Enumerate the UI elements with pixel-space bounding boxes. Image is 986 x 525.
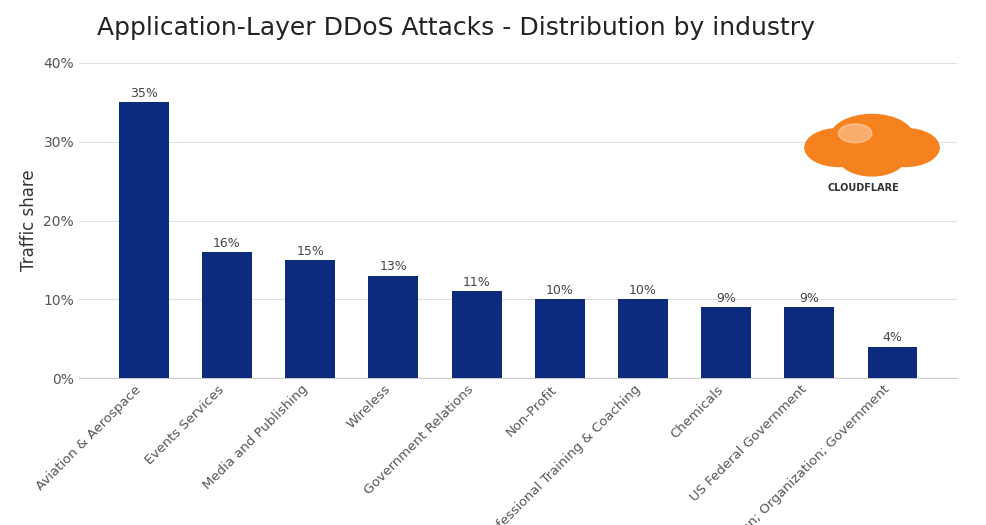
Text: CLOUDFLARE: CLOUDFLARE: [827, 183, 898, 193]
Text: Application-Layer DDoS Attacks - Distribution by industry: Application-Layer DDoS Attacks - Distrib…: [97, 16, 813, 40]
Bar: [285, 260, 335, 378]
Bar: [700, 307, 750, 378]
Text: 35%: 35%: [130, 87, 158, 100]
Bar: [368, 276, 418, 378]
Text: 9%: 9%: [799, 292, 818, 304]
Bar: [784, 307, 833, 378]
Bar: [534, 299, 584, 378]
Circle shape: [838, 138, 905, 176]
Circle shape: [805, 129, 872, 166]
Circle shape: [837, 124, 872, 143]
Bar: [617, 299, 668, 378]
Bar: [867, 346, 917, 378]
Text: 10%: 10%: [545, 284, 573, 297]
Bar: [118, 102, 169, 378]
Text: 15%: 15%: [296, 245, 323, 257]
Y-axis label: Traffic share: Traffic share: [20, 170, 37, 271]
Bar: [202, 252, 251, 378]
Circle shape: [872, 129, 939, 166]
Text: 9%: 9%: [716, 292, 736, 304]
Bar: [452, 291, 501, 378]
Text: 11%: 11%: [462, 276, 490, 289]
Text: 4%: 4%: [881, 331, 901, 344]
Text: 13%: 13%: [380, 260, 407, 273]
Text: 16%: 16%: [213, 237, 241, 250]
Text: 10%: 10%: [628, 284, 657, 297]
Circle shape: [829, 114, 913, 162]
